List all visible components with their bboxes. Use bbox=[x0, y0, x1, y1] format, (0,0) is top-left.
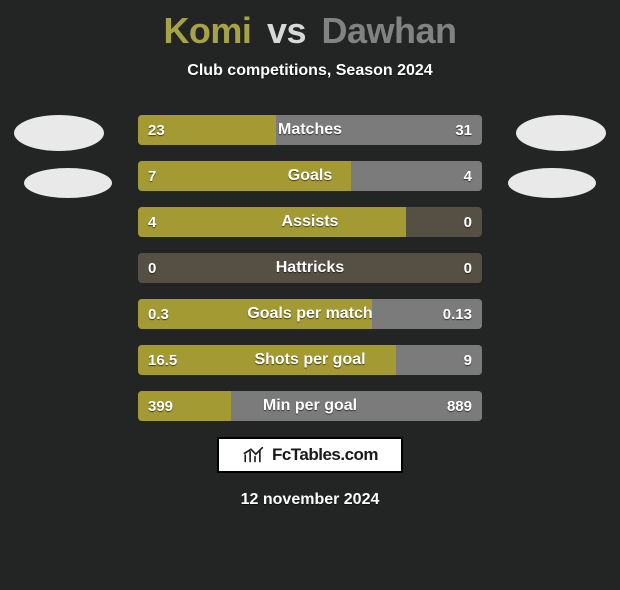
player1-badge-bottom bbox=[24, 168, 112, 198]
stat-row: 40Assists bbox=[138, 207, 482, 237]
stat-label: Min per goal bbox=[138, 391, 482, 421]
footer-date: 12 november 2024 bbox=[0, 491, 620, 509]
stat-row: 16.59Shots per goal bbox=[138, 345, 482, 375]
stat-label: Assists bbox=[138, 207, 482, 237]
stat-label: Goals bbox=[138, 161, 482, 191]
stat-label: Goals per match bbox=[138, 299, 482, 329]
stat-row: 399889Min per goal bbox=[138, 391, 482, 421]
stat-row: 0.30.13Goals per match bbox=[138, 299, 482, 329]
stat-label: Matches bbox=[138, 115, 482, 145]
player2-badge-top bbox=[516, 115, 606, 151]
player1-badge-top bbox=[14, 115, 104, 151]
player2-badge-bottom bbox=[508, 168, 596, 198]
stat-row: 74Goals bbox=[138, 161, 482, 191]
comparison-title: Komi vs Dawhan bbox=[0, 10, 620, 52]
footer-brand-badge: FcTables.com bbox=[217, 437, 403, 473]
footer-brand-text: FcTables.com bbox=[272, 445, 378, 465]
stat-row: 00Hattricks bbox=[138, 253, 482, 283]
chart-icon bbox=[242, 445, 268, 465]
stat-bars: 2331Matches 74Goals 40Assists 00Hattricks 0.… bbox=[138, 115, 482, 421]
subtitle: Club competitions, Season 2024 bbox=[0, 62, 620, 80]
vs-word: vs bbox=[261, 10, 312, 51]
stat-label: Hattricks bbox=[138, 253, 482, 283]
player2-name: Dawhan bbox=[322, 10, 457, 51]
stat-label: Shots per goal bbox=[138, 345, 482, 375]
chart-area: 2331Matches 74Goals 40Assists 00Hattricks 0.… bbox=[0, 115, 620, 421]
player1-name: Komi bbox=[163, 10, 251, 51]
stat-row: 2331Matches bbox=[138, 115, 482, 145]
